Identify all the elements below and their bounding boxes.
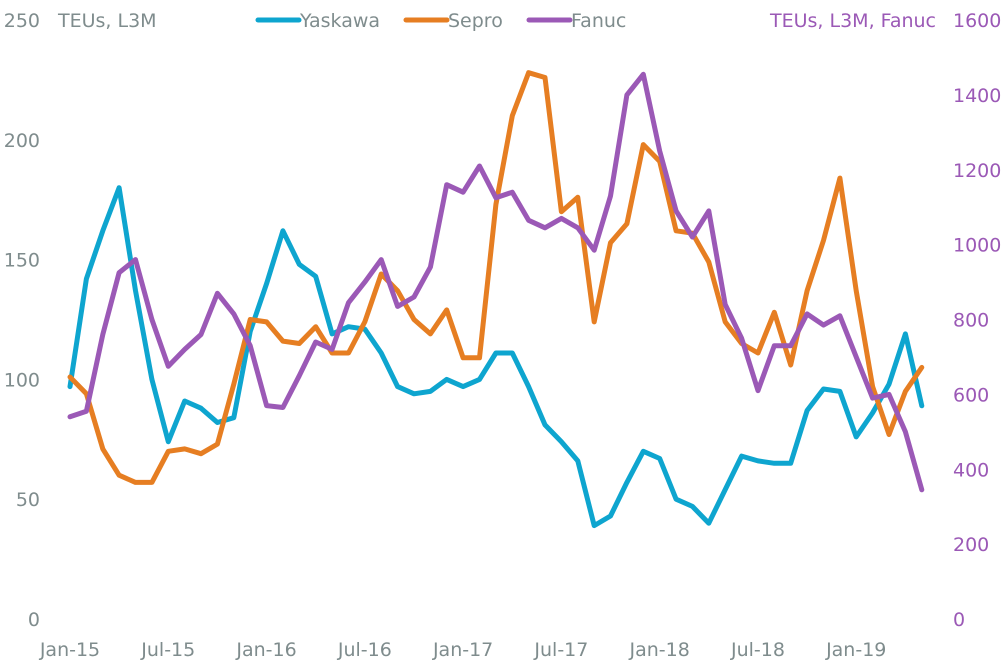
right-tick-label: 200 <box>953 534 989 556</box>
series-line-fanuc <box>67 71 925 493</box>
legend-item-yaskawa: Yaskawa <box>255 10 380 32</box>
legend-item-fanuc: Fanuc <box>526 10 626 32</box>
legend-label-sepro: Sepro <box>448 10 503 32</box>
right-tick-label: 1400 <box>953 85 1001 107</box>
right-tick-label: 1200 <box>953 160 1001 182</box>
right-tick-label: 600 <box>953 384 989 406</box>
x-tick-label: Jul-15 <box>140 639 195 661</box>
right-tick-label: 400 <box>953 459 989 481</box>
left-tick-label: 100 <box>4 369 40 391</box>
legend: Yaskawa Sepro Fanuc <box>255 10 626 32</box>
x-tick-label: Jan-19 <box>825 639 886 661</box>
left-tick-label: 250 <box>4 10 40 32</box>
right-tick-label: 0 <box>953 609 965 631</box>
legend-label-fanuc: Fanuc <box>571 10 626 32</box>
right-axis-title: TEUs, L3M, Fanuc <box>769 10 936 32</box>
left-tick-label: 0 <box>28 609 40 631</box>
x-tick-label: Jan-17 <box>432 639 493 661</box>
x-tick-label: Jan-16 <box>235 639 296 661</box>
left-axis: 0 50 100 150 200 250 <box>4 10 40 631</box>
x-tick-label: Jul-17 <box>533 639 588 661</box>
x-axis: Jan-15 Jul-15 Jan-16 Jul-16 Jan-17 Jul-17 Jan-… <box>39 639 887 661</box>
right-tick-label: 1600 <box>953 10 1001 32</box>
left-tick-label: 50 <box>16 489 40 511</box>
x-tick-label: Jan-15 <box>39 639 100 661</box>
right-tick-label: 800 <box>953 310 989 332</box>
left-tick-label: 150 <box>4 250 40 272</box>
x-tick-label: Jul-16 <box>337 639 392 661</box>
x-tick-label: Jan-18 <box>629 639 690 661</box>
legend-item-sepro: Sepro <box>403 10 503 32</box>
series-lines <box>67 70 925 529</box>
legend-label-yaskawa: Yaskawa <box>299 10 380 32</box>
right-tick-label: 1000 <box>953 235 1001 257</box>
left-axis-title: TEUs, L3M <box>57 10 157 32</box>
x-tick-label: Jul-18 <box>730 639 785 661</box>
left-tick-label: 200 <box>4 130 40 152</box>
series-line-sepro <box>67 70 925 485</box>
right-axis: 0 200 400 600 800 1000 1200 1400 1600 <box>953 10 1001 631</box>
series-line-yaskawa <box>67 185 925 529</box>
